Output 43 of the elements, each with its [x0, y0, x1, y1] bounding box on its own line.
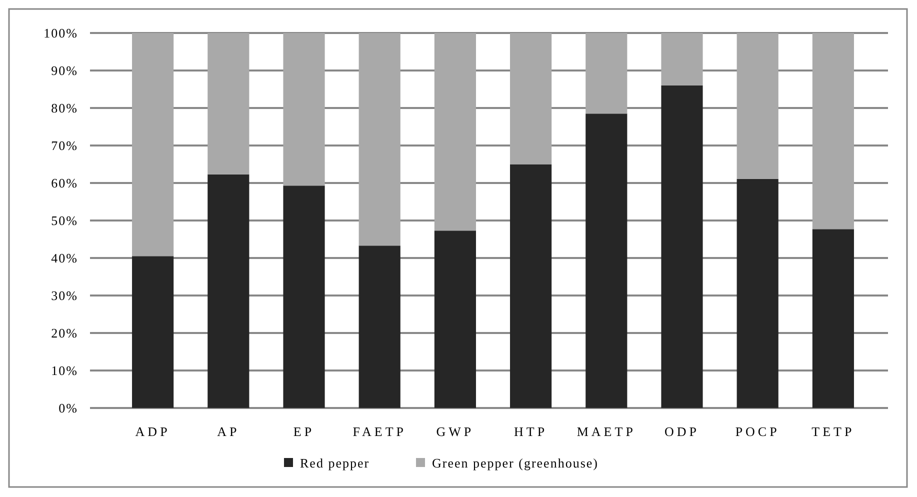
- x-tick-label: FAETP: [352, 424, 406, 439]
- bar: [434, 230, 476, 408]
- x-tick-label: ADP: [135, 424, 170, 439]
- bar: [132, 33, 174, 256]
- bar: [586, 114, 628, 408]
- bar: [812, 229, 854, 408]
- y-tick-label: 50%: [51, 213, 78, 228]
- y-tick-label: 60%: [51, 176, 78, 191]
- x-tick-label: AP: [217, 424, 240, 439]
- bar: [283, 33, 325, 186]
- y-tick-label: 100%: [44, 26, 78, 41]
- bar: [736, 33, 778, 179]
- bar: [661, 33, 703, 86]
- y-tick-label: 70%: [51, 138, 78, 154]
- bar: [358, 33, 400, 246]
- bar: [283, 186, 325, 408]
- bar: [510, 33, 552, 164]
- bar: [434, 33, 476, 231]
- x-tick-label: POCP: [735, 424, 780, 439]
- bar: [586, 33, 628, 114]
- x-tick-label: ODP: [664, 424, 700, 439]
- x-tick-label: MAETP: [576, 424, 636, 439]
- y-tick-label: 30%: [51, 288, 78, 304]
- bar: [132, 256, 174, 408]
- y-tick-label: 80%: [51, 100, 78, 116]
- bar: [208, 33, 250, 174]
- x-tick-label: TETP: [812, 424, 855, 439]
- bar: [510, 164, 552, 408]
- bar: [736, 178, 778, 408]
- x-tick-label: HTP: [514, 424, 548, 439]
- bar: [208, 174, 250, 408]
- y-tick-label: 10%: [51, 363, 78, 378]
- y-tick-label: 0%: [58, 400, 78, 416]
- x-tick-label: EP: [293, 424, 315, 439]
- y-tick-label: 90%: [51, 63, 78, 78]
- x-tick-label: GWP: [436, 424, 474, 439]
- y-tick-label: 40%: [51, 250, 78, 266]
- legend-label: Green pepper (greenhouse): [432, 456, 598, 471]
- bar: [812, 33, 854, 230]
- bar: [661, 86, 703, 408]
- y-tick-label: 20%: [51, 326, 78, 341]
- bar: [358, 246, 400, 408]
- legend-label: Red pepper: [300, 456, 370, 471]
